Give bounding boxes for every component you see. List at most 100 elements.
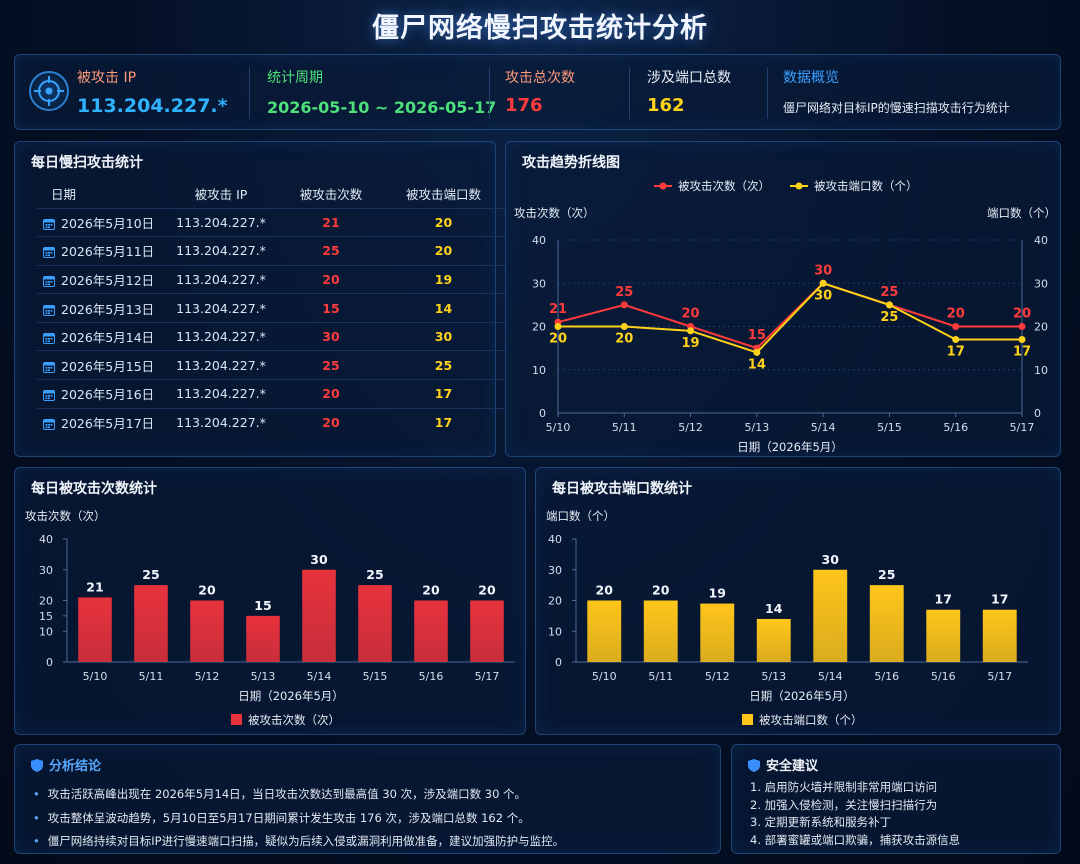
cell-date-text: 2026年5月16日 <box>61 387 155 403</box>
data-point <box>554 323 562 330</box>
page-title: 僵尸网络慢扫攻击统计分析 <box>372 13 708 44</box>
data-label: 25 <box>880 285 898 300</box>
cell-date-text: 2026年5月15日 <box>61 358 155 374</box>
x-tick-label: 5/16 <box>874 670 899 683</box>
cell-ip: 113.204.227.* <box>162 321 280 351</box>
bar-value-label: 15 <box>254 598 271 613</box>
x-tick-label: 5/13 <box>745 421 770 434</box>
cell-ports: 30 <box>382 321 505 351</box>
cell-ports: 17 <box>382 379 505 409</box>
calendar-icon <box>43 419 55 431</box>
attacks-bar-title: 每日被攻击次数统计 <box>31 481 157 497</box>
x-tick-label: 5/11 <box>139 670 164 683</box>
table-row: 2026年5月11日 113.204.227.* 25 20 <box>37 236 505 266</box>
cell-date: 2026年5月11日 <box>37 236 162 266</box>
data-point <box>885 301 893 309</box>
cell-ports: 20 <box>382 207 505 237</box>
info-bar: 被攻击 IP 113.204.227.* 统计周期 2026-05-10 ~ 2… <box>14 54 1061 130</box>
bar <box>587 600 622 662</box>
table-row: 2026年5月13日 113.204.227.* 15 14 <box>37 293 505 323</box>
advice-item: 3. 定期更新系统和服务补丁 <box>750 815 892 829</box>
divider <box>489 67 490 119</box>
cell-date: 2026年5月14日 <box>37 321 162 351</box>
cell-ports: 19 <box>382 264 505 294</box>
legend-label: 被攻击端口数（个） <box>814 179 918 193</box>
divider <box>249 67 250 119</box>
total-ports-label: 涉及端口总数 <box>647 70 731 86</box>
y-axis-title-right: 端口数（个） <box>987 206 1056 220</box>
series-line <box>558 282 1022 354</box>
x-tick-label: 5/10 <box>592 670 617 683</box>
x-tick-label: 5/10 <box>83 670 108 683</box>
data-point <box>687 327 695 335</box>
x-tick-label: 5/14 <box>307 670 332 683</box>
period-value: 2026-05-10 ~ 2026-05-17 <box>267 98 497 117</box>
y-tick-label: 30 <box>548 564 562 577</box>
bar <box>982 609 1017 662</box>
y-tick-label: 15 <box>39 610 53 623</box>
y-axis-title-left: 攻击次数（次） <box>514 206 595 220</box>
bar-value-label: 21 <box>86 579 103 594</box>
bar-value-label: 30 <box>822 552 840 567</box>
bar-value-label: 17 <box>991 592 1008 607</box>
y-tick-label: 10 <box>548 625 562 638</box>
cell-attacks: 15 <box>280 293 382 323</box>
overview-text: 僵尸网络对目标IP的慢速扫描攻击行为统计 <box>783 101 1010 115</box>
y-tick-label: 0 <box>555 656 562 669</box>
bar-value-label: 19 <box>709 586 726 601</box>
data-label: 20 <box>682 307 700 322</box>
x-axis-title: 日期（2026年5月） <box>737 440 843 454</box>
total-attacks-label: 攻击总次数 <box>505 70 575 86</box>
bar-value-label: 25 <box>878 567 895 582</box>
trend-legend: 被攻击次数（次） 被攻击端口数（个） <box>654 179 918 193</box>
bar-value-label: 25 <box>366 567 383 582</box>
trend-chart-title: 攻击趋势折线图 <box>522 155 620 171</box>
y-tick-label-left: 40 <box>532 234 546 247</box>
conclusion-title: 分析结论 <box>31 755 101 774</box>
x-tick-label: 5/14 <box>818 670 843 683</box>
target-ip-label: 被攻击 IP <box>77 70 137 86</box>
bar-value-label: 20 <box>198 583 216 598</box>
data-point <box>753 348 761 356</box>
attacks-bar-panel: 每日被攻击次数统计 攻击次数（次） 0 10 15 20 30 40 21 5/10 25 5/11… <box>14 467 526 735</box>
table-row: 2026年5月12日 113.204.227.* 20 19 <box>37 264 505 294</box>
x-axis-title: 日期（2026年5月） <box>238 689 344 703</box>
calendar-icon <box>43 218 55 230</box>
y-tick-label: 40 <box>39 533 53 546</box>
table-header-row: 日期 被攻击 IP 被攻击次数 被攻击端口数 <box>37 180 505 208</box>
advice-panel: 安全建议 1. 启用防火墙并限制非常用端口访问 2. 加强入侵检测，关注慢扫扫描行… <box>731 744 1061 854</box>
data-label: 14 <box>748 357 766 372</box>
total-attacks-value: 176 <box>505 95 543 116</box>
overview-cell: 数据概览 僵尸网络对目标IP的慢速扫描攻击行为统计 <box>783 67 1010 116</box>
bar <box>869 585 904 662</box>
data-label: 20 <box>947 307 965 322</box>
x-tick-label: 5/10 <box>546 421 571 434</box>
cell-ports: 20 <box>382 236 505 266</box>
data-label: 20 <box>549 332 567 347</box>
x-tick-label: 5/11 <box>648 670 673 683</box>
calendar-icon <box>43 304 55 316</box>
y-tick-label: 20 <box>39 595 53 608</box>
bar-value-label: 20 <box>422 583 440 598</box>
target-ip-value: 113.204.227.* <box>77 95 228 117</box>
x-tick-label: 5/16 <box>419 670 444 683</box>
table-title: 每日慢扫攻击统计 <box>31 155 143 171</box>
y-tick-label: 40 <box>548 533 562 546</box>
ports-bar-chart: 端口数（个） 0 10 20 30 40 20 5/10 20 5/11 19 5/12 14 5/13 3… <box>546 509 1028 727</box>
cell-ip: 113.204.227.* <box>162 350 280 380</box>
data-label: 30 <box>814 288 832 303</box>
data-point <box>1018 335 1026 343</box>
y-tick-label: 0 <box>46 656 53 669</box>
data-point <box>952 335 960 343</box>
legend-swatch-dot <box>659 182 667 190</box>
x-tick-label: 5/11 <box>612 421 637 434</box>
calendar-icon <box>43 361 55 373</box>
data-point <box>620 301 628 309</box>
cell-attacks: 20 <box>280 379 382 409</box>
x-tick-label: 5/13 <box>761 670 786 683</box>
table-body: 2026年5月10日 113.204.227.* 21 20 2026年5月11日 113… <box>37 207 505 437</box>
table-row: 2026年5月14日 113.204.227.* 30 30 <box>37 321 505 351</box>
cell-date-text: 2026年5月14日 <box>61 330 155 346</box>
conclusion-item: 攻击整体呈波动趋势，5月10日至5月17日期间累计发生攻击 176 次，涉及端口… <box>33 807 564 831</box>
table-row: 2026年5月10日 113.204.227.* 21 20 <box>37 207 505 237</box>
